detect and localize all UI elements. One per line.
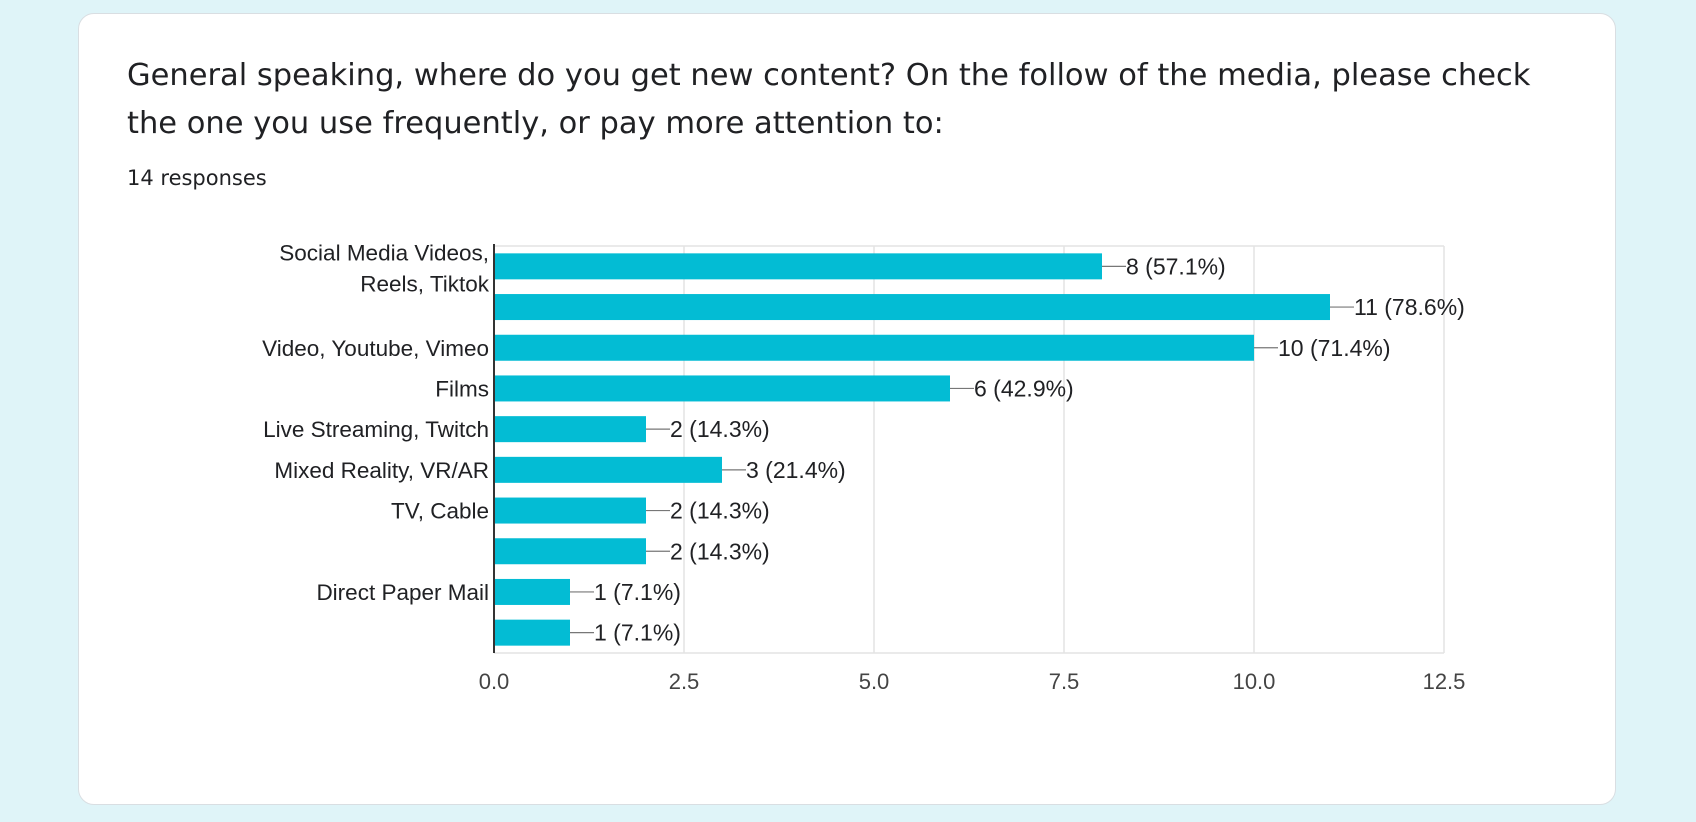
category-label: TV, Cable (391, 499, 489, 524)
x-tick-label: 10.0 (1233, 669, 1276, 694)
x-tick-label: 0.0 (479, 669, 510, 694)
data-label: 2 (14.3%) (670, 498, 770, 524)
response-count: 14 responses (127, 166, 267, 190)
bar (494, 456, 722, 483)
question-card: General speaking, where do you get new c… (78, 13, 1616, 805)
data-label: 8 (57.1%) (1126, 253, 1226, 279)
x-tick-label: 5.0 (859, 669, 890, 694)
category-label: Films (435, 376, 489, 401)
data-label: 2 (14.3%) (670, 416, 770, 442)
x-tick-label: 12.5 (1423, 669, 1466, 694)
category-label: Live Streaming, Twitch (263, 417, 489, 442)
data-label: 6 (42.9%) (974, 375, 1074, 401)
category-label: Direct Paper Mail (316, 580, 489, 605)
question-title: General speaking, where do you get new c… (127, 58, 1531, 141)
data-label: 11 (78.6%) (1354, 294, 1465, 320)
bar (494, 294, 1330, 321)
labels: 0.0 2.5 5.0 7.5 10.0 12.5 8 (57.1%) Social Medi… (262, 240, 1465, 694)
category-label: Mixed Reality, VR/AR (274, 458, 489, 483)
bar (494, 375, 950, 402)
x-tick-label: 2.5 (669, 669, 700, 694)
bars (494, 253, 1330, 646)
x-tick-label: 7.5 (1049, 669, 1080, 694)
bar (494, 334, 1254, 361)
data-label: 1 (7.1%) (594, 620, 681, 646)
bar (494, 497, 646, 524)
bar (494, 619, 570, 646)
bar (494, 538, 646, 565)
category-label: Video, Youtube, Vimeo (262, 336, 489, 361)
data-label: 3 (21.4%) (746, 457, 846, 483)
bar (494, 253, 1102, 280)
data-label: 2 (14.3%) (670, 538, 770, 564)
bar (494, 416, 646, 443)
bar (494, 578, 570, 605)
category-label: Social Media Videos, Reels, Tiktok (279, 240, 489, 296)
data-label: 10 (71.4%) (1278, 335, 1391, 361)
data-label: 1 (7.1%) (594, 579, 681, 605)
